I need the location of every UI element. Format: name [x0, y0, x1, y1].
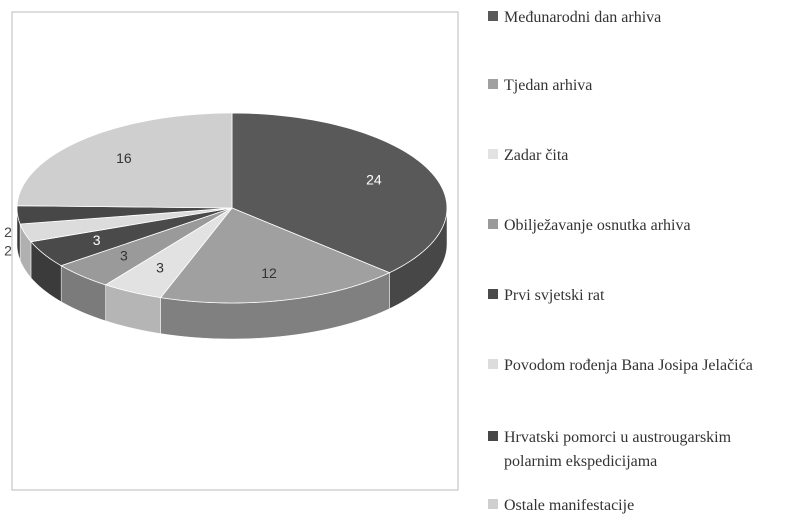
legend-label: Ostale manifestacije — [504, 497, 635, 514]
legend-item: Hrvatski pomorci u austrougarskim polarn… — [488, 426, 788, 474]
legend-item: Tjedan arhiva — [488, 74, 788, 98]
legend-item: Prvi svjetski rat — [488, 284, 788, 308]
slice — [231, 112, 448, 274]
legend-item: Obilježavanje osnutka arhiva — [488, 214, 788, 238]
legend-item: Zadar čita — [488, 144, 788, 168]
data-label: 12 — [261, 265, 277, 281]
legend-item: Ostale manifestacije — [488, 494, 788, 518]
legend-item: Povodom rođenja Bana Josipa Jelačića — [488, 354, 788, 378]
legend-swatch — [488, 359, 498, 369]
data-label: 2 — [4, 224, 12, 240]
slice — [159, 207, 391, 304]
slice — [19, 207, 233, 243]
legend-item: Međunarodni dan arhiva — [488, 6, 788, 30]
legend-label: Hrvatski pomorci u austrougarskim polarn… — [504, 429, 732, 470]
data-label: 2 — [4, 243, 12, 259]
slice — [104, 207, 233, 299]
data-label: 3 — [156, 259, 164, 275]
legend-swatch — [488, 149, 498, 159]
slice — [60, 207, 233, 286]
legend-label: Zadar čita — [504, 147, 569, 164]
data-label: 24 — [366, 171, 382, 187]
legend-swatch — [488, 11, 498, 21]
legend-swatch — [488, 79, 498, 89]
legend-label: Obilježavanje osnutka arhiva — [504, 217, 691, 234]
data-label: 3 — [120, 248, 128, 264]
slice — [30, 207, 233, 267]
chart: 24 12 3 3 3 2 2 16 — [4, 11, 459, 491]
legend-label: Prvi svjetski rat — [504, 287, 605, 304]
legend-label: Povodom rođenja Bana Josipa Jelačića — [504, 357, 753, 374]
legend-swatch — [488, 499, 498, 509]
slice — [16, 205, 233, 225]
legend-label: Međunarodni dan arhiva — [504, 9, 662, 26]
legend-swatch — [488, 219, 498, 229]
legend-label: Tjedan arhiva — [504, 77, 593, 94]
data-label: 16 — [116, 150, 132, 166]
data-label: 3 — [93, 232, 101, 248]
legend-swatch — [488, 289, 498, 299]
legend-swatch — [488, 431, 498, 441]
slice — [16, 112, 233, 209]
